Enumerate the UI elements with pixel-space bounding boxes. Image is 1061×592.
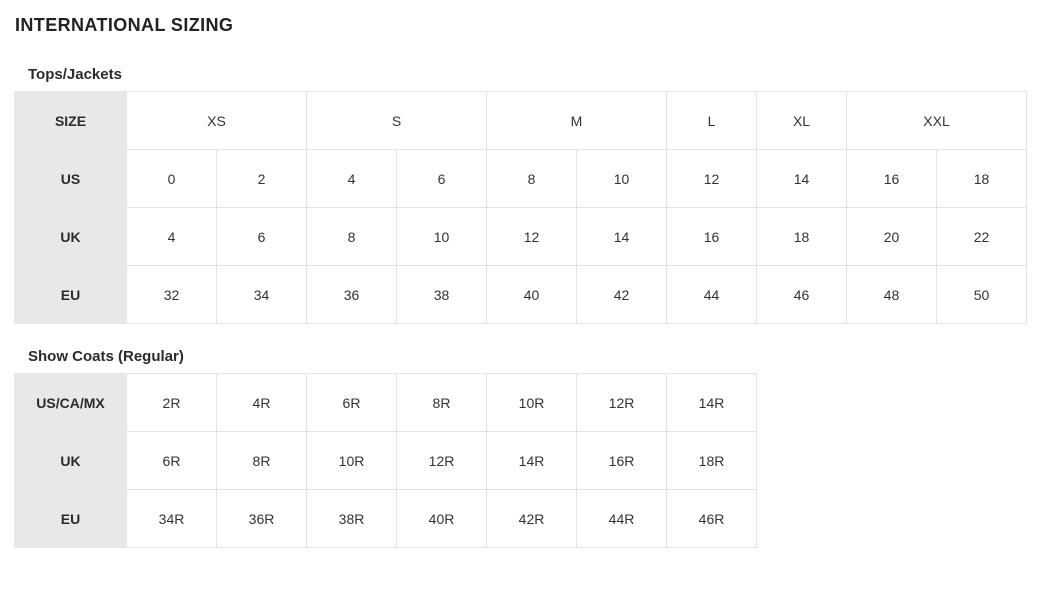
table-cell: 18 bbox=[756, 207, 847, 266]
table-cell: 6R bbox=[306, 373, 397, 432]
size-group-s: S bbox=[306, 91, 487, 150]
size-group-xs: XS bbox=[126, 91, 307, 150]
table-cell: 4 bbox=[126, 207, 217, 266]
table-cell: 14R bbox=[666, 373, 757, 432]
us-sizes-row: US 0 2 4 6 8 10 12 14 16 18 bbox=[14, 149, 1027, 208]
section-show-coats-regular: Show Coats (Regular) US/CA/MX 2R 4R 6R 8… bbox=[14, 348, 1047, 548]
tops-jackets-table: SIZE XS S M L XL XXL US 0 2 4 6 8 10 12 bbox=[14, 91, 1027, 324]
table-cell: 44R bbox=[576, 489, 667, 548]
table-cell: 48 bbox=[846, 265, 937, 324]
table-cell: 6 bbox=[396, 149, 487, 208]
page-title: INTERNATIONAL SIZING bbox=[15, 15, 234, 35]
section-tops-jackets: Tops/Jackets SIZE XS S M L XL XXL US bbox=[14, 66, 1047, 324]
section-label-show-coats: Show Coats (Regular) bbox=[28, 348, 184, 365]
table-cell: 38R bbox=[306, 489, 397, 548]
table-cell: 42 bbox=[576, 265, 667, 324]
table-cell: 36 bbox=[306, 265, 397, 324]
table-cell: 2R bbox=[126, 373, 217, 432]
table-cell: 0 bbox=[126, 149, 217, 208]
table-cell: 18 bbox=[936, 149, 1027, 208]
table-cell: 12R bbox=[576, 373, 667, 432]
table-cell: 44 bbox=[666, 265, 757, 324]
size-group-m: M bbox=[486, 91, 667, 150]
row-label-size: SIZE bbox=[14, 91, 127, 150]
row-label-uk: UK bbox=[14, 207, 127, 266]
table-cell: 8 bbox=[306, 207, 397, 266]
table-cell: 4R bbox=[216, 373, 307, 432]
table-cell: 4 bbox=[306, 149, 397, 208]
table-cell: 10R bbox=[306, 431, 397, 490]
row-label-uk: UK bbox=[14, 431, 127, 490]
size-group-xxl: XXL bbox=[846, 91, 1027, 150]
table-cell: 10 bbox=[576, 149, 667, 208]
size-header-row: SIZE XS S M L XL XXL bbox=[14, 91, 1027, 150]
table-cell: 8 bbox=[486, 149, 577, 208]
eu-sizes-row: EU 34R 36R 38R 40R 42R 44R 46R bbox=[14, 489, 757, 548]
show-coats-table: US/CA/MX 2R 4R 6R 8R 10R 12R 14R UK 6R 8… bbox=[14, 373, 757, 548]
table-cell: 8R bbox=[216, 431, 307, 490]
table-cell: 50 bbox=[936, 265, 1027, 324]
row-label-us-ca-mx: US/CA/MX bbox=[14, 373, 127, 432]
table-cell: 12R bbox=[396, 431, 487, 490]
table-cell: 16R bbox=[576, 431, 667, 490]
table-cell: 42R bbox=[486, 489, 577, 548]
us-ca-mx-sizes-row: US/CA/MX 2R 4R 6R 8R 10R 12R 14R bbox=[14, 373, 757, 432]
table-cell: 2 bbox=[216, 149, 307, 208]
table-cell: 32 bbox=[126, 265, 217, 324]
table-cell: 6R bbox=[126, 431, 217, 490]
table-cell: 20 bbox=[846, 207, 937, 266]
table-cell: 10 bbox=[396, 207, 487, 266]
table-cell: 16 bbox=[666, 207, 757, 266]
table-cell: 12 bbox=[486, 207, 577, 266]
table-cell: 14 bbox=[756, 149, 847, 208]
table-cell: 40 bbox=[486, 265, 577, 324]
table-cell: 34 bbox=[216, 265, 307, 324]
table-cell: 46R bbox=[666, 489, 757, 548]
row-label-us: US bbox=[14, 149, 127, 208]
size-group-l: L bbox=[666, 91, 757, 150]
table-cell: 36R bbox=[216, 489, 307, 548]
table-cell: 16 bbox=[846, 149, 937, 208]
table-cell: 22 bbox=[936, 207, 1027, 266]
section-label-tops-jackets: Tops/Jackets bbox=[28, 66, 122, 83]
table-cell: 14 bbox=[576, 207, 667, 266]
table-cell: 10R bbox=[486, 373, 577, 432]
table-cell: 8R bbox=[396, 373, 487, 432]
row-label-eu: EU bbox=[14, 489, 127, 548]
uk-sizes-row: UK 4 6 8 10 12 14 16 18 20 22 bbox=[14, 207, 1027, 266]
table-cell: 40R bbox=[396, 489, 487, 548]
row-label-eu: EU bbox=[14, 265, 127, 324]
size-group-xl: XL bbox=[756, 91, 847, 150]
table-cell: 46 bbox=[756, 265, 847, 324]
table-cell: 12 bbox=[666, 149, 757, 208]
table-cell: 14R bbox=[486, 431, 577, 490]
table-cell: 6 bbox=[216, 207, 307, 266]
uk-sizes-row: UK 6R 8R 10R 12R 14R 16R 18R bbox=[14, 431, 757, 490]
table-cell: 34R bbox=[126, 489, 217, 548]
eu-sizes-row: EU 32 34 36 38 40 42 44 46 48 50 bbox=[14, 265, 1027, 324]
table-cell: 18R bbox=[666, 431, 757, 490]
table-cell: 38 bbox=[396, 265, 487, 324]
